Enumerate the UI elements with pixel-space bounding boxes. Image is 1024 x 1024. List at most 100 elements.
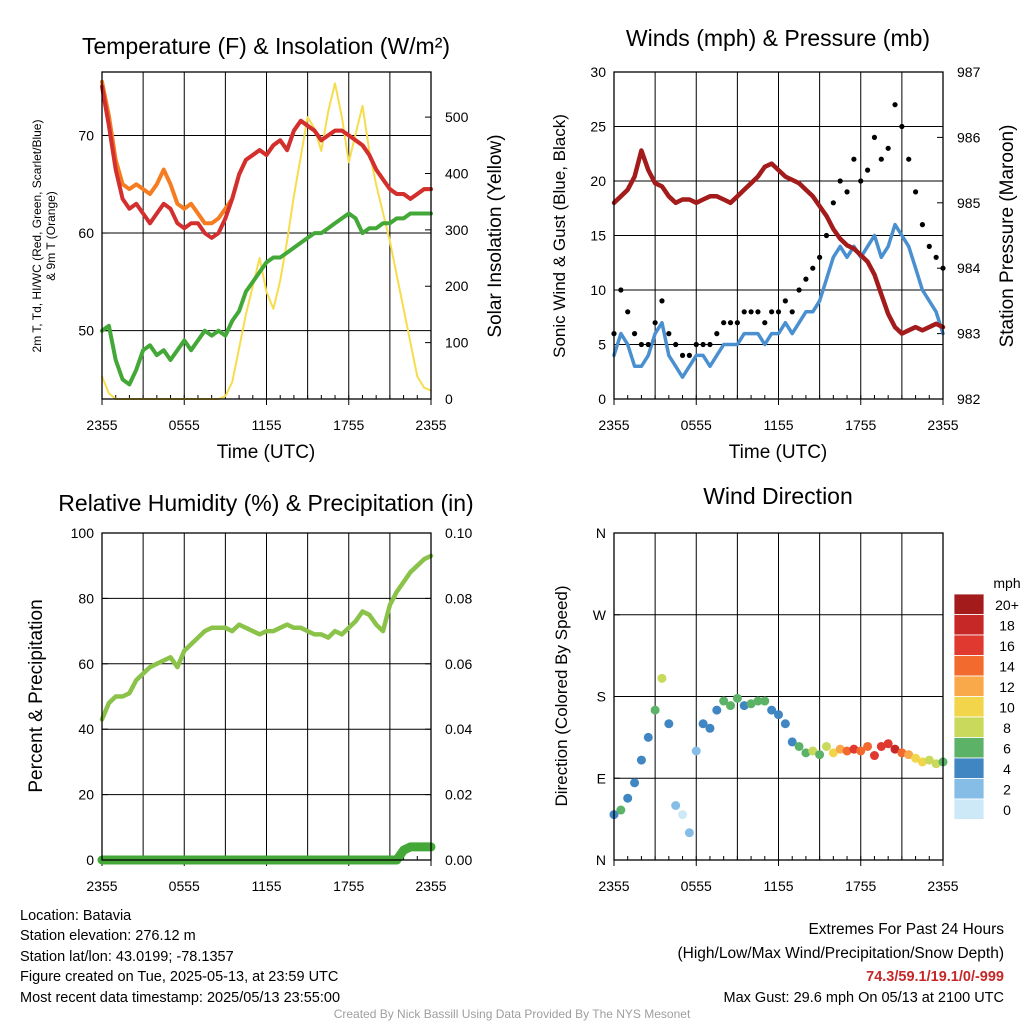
dir-point <box>780 719 790 729</box>
rh-y2-tick-label: 0.06 <box>445 656 472 672</box>
dir-point <box>739 701 749 711</box>
temp-ylabel-right: Solar Insolation (Yellow) <box>485 134 506 337</box>
wind-y-tick-label: 25 <box>590 119 606 135</box>
rh-y-tick-label: 0 <box>86 852 94 868</box>
dir-point <box>883 739 893 749</box>
temp-ylabel-left-2: & 9m T (Orange) <box>44 191 58 281</box>
wind-gust-point <box>618 287 624 293</box>
dir-point <box>821 741 831 751</box>
legend-label: 8 <box>1003 720 1011 736</box>
dir-point <box>856 746 866 756</box>
wind-x-tick-label: 2355 <box>927 417 958 433</box>
dir-point <box>787 737 797 747</box>
rh-x-tick-label: 2355 <box>415 878 446 894</box>
wind-gust-point <box>693 341 699 348</box>
wind-plot-border <box>613 71 944 400</box>
wind-gust-point <box>734 320 740 326</box>
rh-y-tick-label: 60 <box>78 656 94 672</box>
station-location: Location: Batavia <box>20 908 132 924</box>
dir-point <box>904 750 914 760</box>
max-gust: Max Gust: 29.6 mph On 05/13 at 2100 UTC <box>723 990 1004 1006</box>
temp-y-tick-label: 70 <box>78 127 94 143</box>
figure-created: Figure created on Tue, 2025-05-13, at 23… <box>20 969 339 986</box>
station-elevation: Station elevation: 276.12 m <box>20 928 196 945</box>
temp-x-tick-label: 2355 <box>415 417 446 433</box>
dir-point <box>924 755 934 765</box>
rh-chart-title: Relative Humidity (%) & Precipitation (i… <box>58 490 473 516</box>
wind-gust-point <box>906 156 912 162</box>
legend-swatch <box>953 696 985 718</box>
dir-point <box>911 753 921 763</box>
legend-label: 18 <box>999 618 1015 634</box>
wind-gust-point <box>714 331 720 337</box>
wind-gust-point <box>631 331 638 337</box>
dir-x-tick-label: 2355 <box>598 878 629 894</box>
legend-label: 6 <box>1003 741 1011 757</box>
wind-y-tick-label: 30 <box>590 64 606 80</box>
wind-gust-point <box>919 222 926 228</box>
rh-y-tick-label: 80 <box>78 590 94 606</box>
wind-gust-point <box>837 178 843 184</box>
wind-gust-point <box>817 254 823 260</box>
temp-y2-tick-label: 200 <box>445 278 469 294</box>
temp-y2-tick-label: 400 <box>445 165 469 181</box>
wind-chart-title: Winds (mph) & Pressure (mb) <box>626 25 930 51</box>
wind-gust-point <box>789 309 795 315</box>
wind-gust-point <box>625 309 631 315</box>
legend-label: 16 <box>999 638 1015 654</box>
temp-y2-tick-label: 500 <box>445 109 469 125</box>
wind-y-tick-label: 5 <box>598 337 606 353</box>
legend-swatch <box>953 655 985 677</box>
wind-xlabel: Time (UTC) <box>729 442 828 463</box>
extremes-box: Extremes For Past 24 Hours (High/Low/Max… <box>678 918 1005 1008</box>
wind-y-tick-label: 20 <box>590 173 606 189</box>
dir-point <box>835 744 845 754</box>
legend-label: 4 <box>1003 761 1011 777</box>
legend-swatch <box>953 737 985 759</box>
wind-gust-point <box>912 189 919 195</box>
wind-gust-point <box>878 156 884 162</box>
station-latlon: Station lat/lon: 43.0199; -78.1357 <box>20 948 234 965</box>
dir-chart-title: Wind Direction <box>703 483 853 509</box>
wind-series-sonic-wind <box>612 222 945 379</box>
wind-x-tick-label: 2355 <box>598 417 629 433</box>
dir-y-tick-label: E <box>597 770 606 786</box>
rh-chart: 2355 0555 1155 1755 2355 0 20 40 60 80 100 0.00 0.02… <box>71 525 473 894</box>
dir-point <box>630 778 640 788</box>
temp-ylabel-left-1: 2m T, Td, HI/WC (Red, Green, Scarlet/Blu… <box>30 120 44 353</box>
rh-series-relative-humidity <box>99 553 434 722</box>
wind-gust-point <box>823 232 830 239</box>
wind-gust-point <box>707 341 713 348</box>
dir-point <box>732 693 742 703</box>
wind-x-tick-label: 1755 <box>845 417 876 433</box>
temp-y2-tick-label: 100 <box>445 335 469 351</box>
dir-point <box>671 801 681 810</box>
rh-y2-tick-label: 0.08 <box>445 590 472 606</box>
recent-timestamp: Most recent data timestamp: 2025/05/13 2… <box>20 989 341 1006</box>
dir-point <box>808 746 818 756</box>
dir-point <box>815 750 825 760</box>
wind-gust-point <box>775 309 782 315</box>
dir-point <box>917 757 927 767</box>
wind-series-station-pressure <box>611 148 946 336</box>
legend-swatch <box>953 675 985 697</box>
wind-gust-point <box>700 341 706 348</box>
dir-legend-title: mph <box>993 575 1020 591</box>
station-info: Location: Batavia Station elevation: 276… <box>20 906 340 1008</box>
wind-gust-point <box>659 298 665 304</box>
temp-x-tick-label: 1155 <box>251 417 281 433</box>
dir-point <box>719 696 729 706</box>
temp-chart-title: Temperature (F) & Insolation (W/m²) <box>82 33 450 59</box>
rh-ylabel-left: Percent & Precipitation <box>26 599 47 792</box>
dir-point <box>849 744 859 754</box>
dir-x-tick-label: 1155 <box>763 878 793 894</box>
wind-chart: 2355 0555 1155 1755 2355 0 5 10 15 20 25 30 982 983 98… <box>590 64 980 433</box>
wind-y-tick-label: 0 <box>598 391 606 407</box>
dir-y-tick-label: N <box>596 525 606 541</box>
wind-ylabel-right: Station Pressure (Maroon) <box>997 125 1018 348</box>
wind-gust-point <box>858 178 864 184</box>
wind-gust-point <box>652 320 658 326</box>
dir-point <box>828 748 838 758</box>
legend-label: 20+ <box>995 597 1019 613</box>
wind-gust-point <box>871 134 878 140</box>
